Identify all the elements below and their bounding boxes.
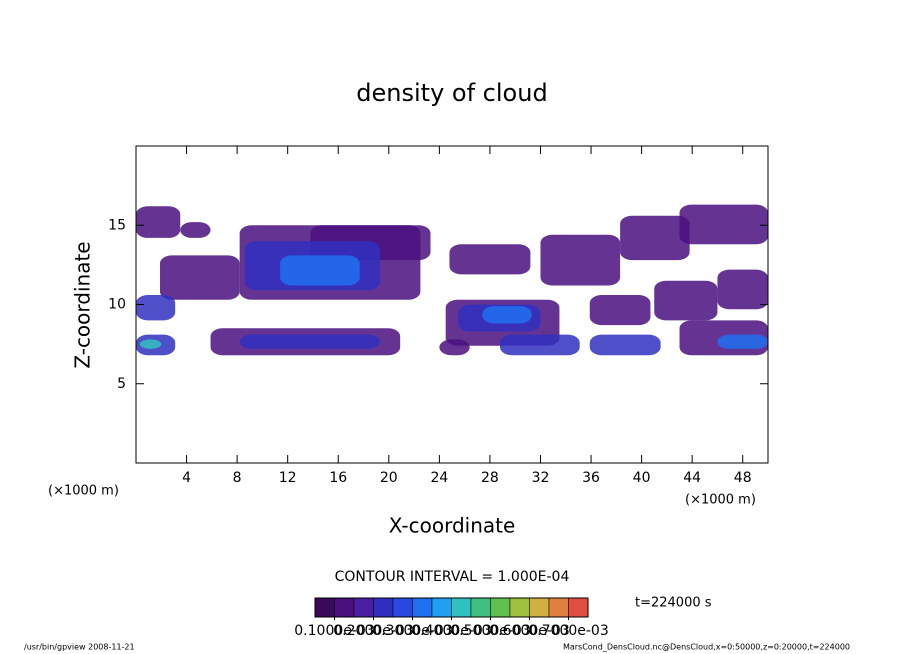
y-tick-label: 15 (108, 217, 126, 233)
colorbar-label: 0.4000e-03 (411, 623, 491, 639)
chart-title: density of cloud (356, 79, 547, 107)
x-tick-label: 36 (582, 470, 600, 486)
contour-region (280, 255, 360, 286)
contour-region (540, 234, 621, 286)
x-tick-label: 32 (532, 470, 550, 486)
contour-region (136, 206, 181, 238)
colorbar-segment (412, 597, 433, 618)
x-tick-label: 24 (430, 470, 448, 486)
contour-region (239, 334, 380, 349)
x-tick-label: 8 (233, 470, 242, 486)
contour-region (620, 215, 690, 261)
contour-region (717, 334, 768, 349)
x-tick-label: 12 (279, 470, 297, 486)
x-tick-label: 4 (182, 470, 191, 486)
colorbar-segment (568, 597, 589, 618)
contour-region (139, 339, 162, 349)
contour-region (449, 244, 531, 275)
colorbar-segment (431, 597, 452, 618)
x-tick-label: 40 (633, 470, 651, 486)
contour-region (717, 269, 768, 310)
colorbar-segment (353, 597, 374, 618)
contour-region (180, 222, 211, 238)
x-unit: (×1000 m) (685, 493, 756, 508)
colorbar-segment (373, 597, 394, 618)
footer: /usr/bin/gpview 2008-11-21 (24, 643, 135, 652)
colorbar-segment (490, 597, 511, 618)
colorbar-segment (314, 597, 335, 618)
contour-region (589, 334, 661, 356)
contour-region (654, 280, 718, 321)
contour-region (482, 306, 532, 324)
time-label: t=224000 s (635, 596, 712, 611)
colorbar-segment (509, 597, 530, 618)
footer: MarsCond_DensCloud.nc@DensCloud,x=0:5000… (563, 643, 850, 652)
colorbar-segment (334, 597, 355, 618)
colorbar-segment (529, 597, 550, 618)
x-tick-label: 16 (329, 470, 347, 486)
colorbar-segment (392, 597, 413, 618)
x-tick-label: 28 (481, 470, 499, 486)
contour-region (679, 204, 768, 245)
colorbar-segment (451, 597, 472, 618)
y-tick-label: 5 (117, 376, 126, 392)
colorbar-label: 0.5000e-03 (450, 623, 530, 639)
colorbar-label: 0.6000e-03 (489, 623, 569, 639)
contour-interval: CONTOUR INTERVAL = 1.000E-04 (335, 569, 570, 585)
colorbar-label: 0.1000e-03 (294, 623, 374, 639)
contour-region (136, 294, 176, 321)
x-tick-label: 20 (380, 470, 398, 486)
contour-region (589, 294, 651, 326)
y-axis-label: Z-coordinate (71, 241, 95, 368)
x-tick-label: 48 (734, 470, 752, 486)
contour-region (160, 255, 240, 300)
colorbar-label: 0.7000e-03 (528, 623, 608, 639)
colorbar-label: 0.2000e-03 (333, 623, 413, 639)
x-axis-label: X-coordinate (389, 514, 516, 538)
colorbar-segment (548, 597, 569, 618)
y-tick-label: 10 (108, 297, 126, 313)
colorbar-label: 0.3000e-03 (372, 623, 452, 639)
x-unit: (×1000 m) (48, 484, 119, 499)
colorbar-segment (470, 597, 491, 618)
x-tick-label: 44 (683, 470, 701, 486)
contour-region (500, 334, 580, 356)
